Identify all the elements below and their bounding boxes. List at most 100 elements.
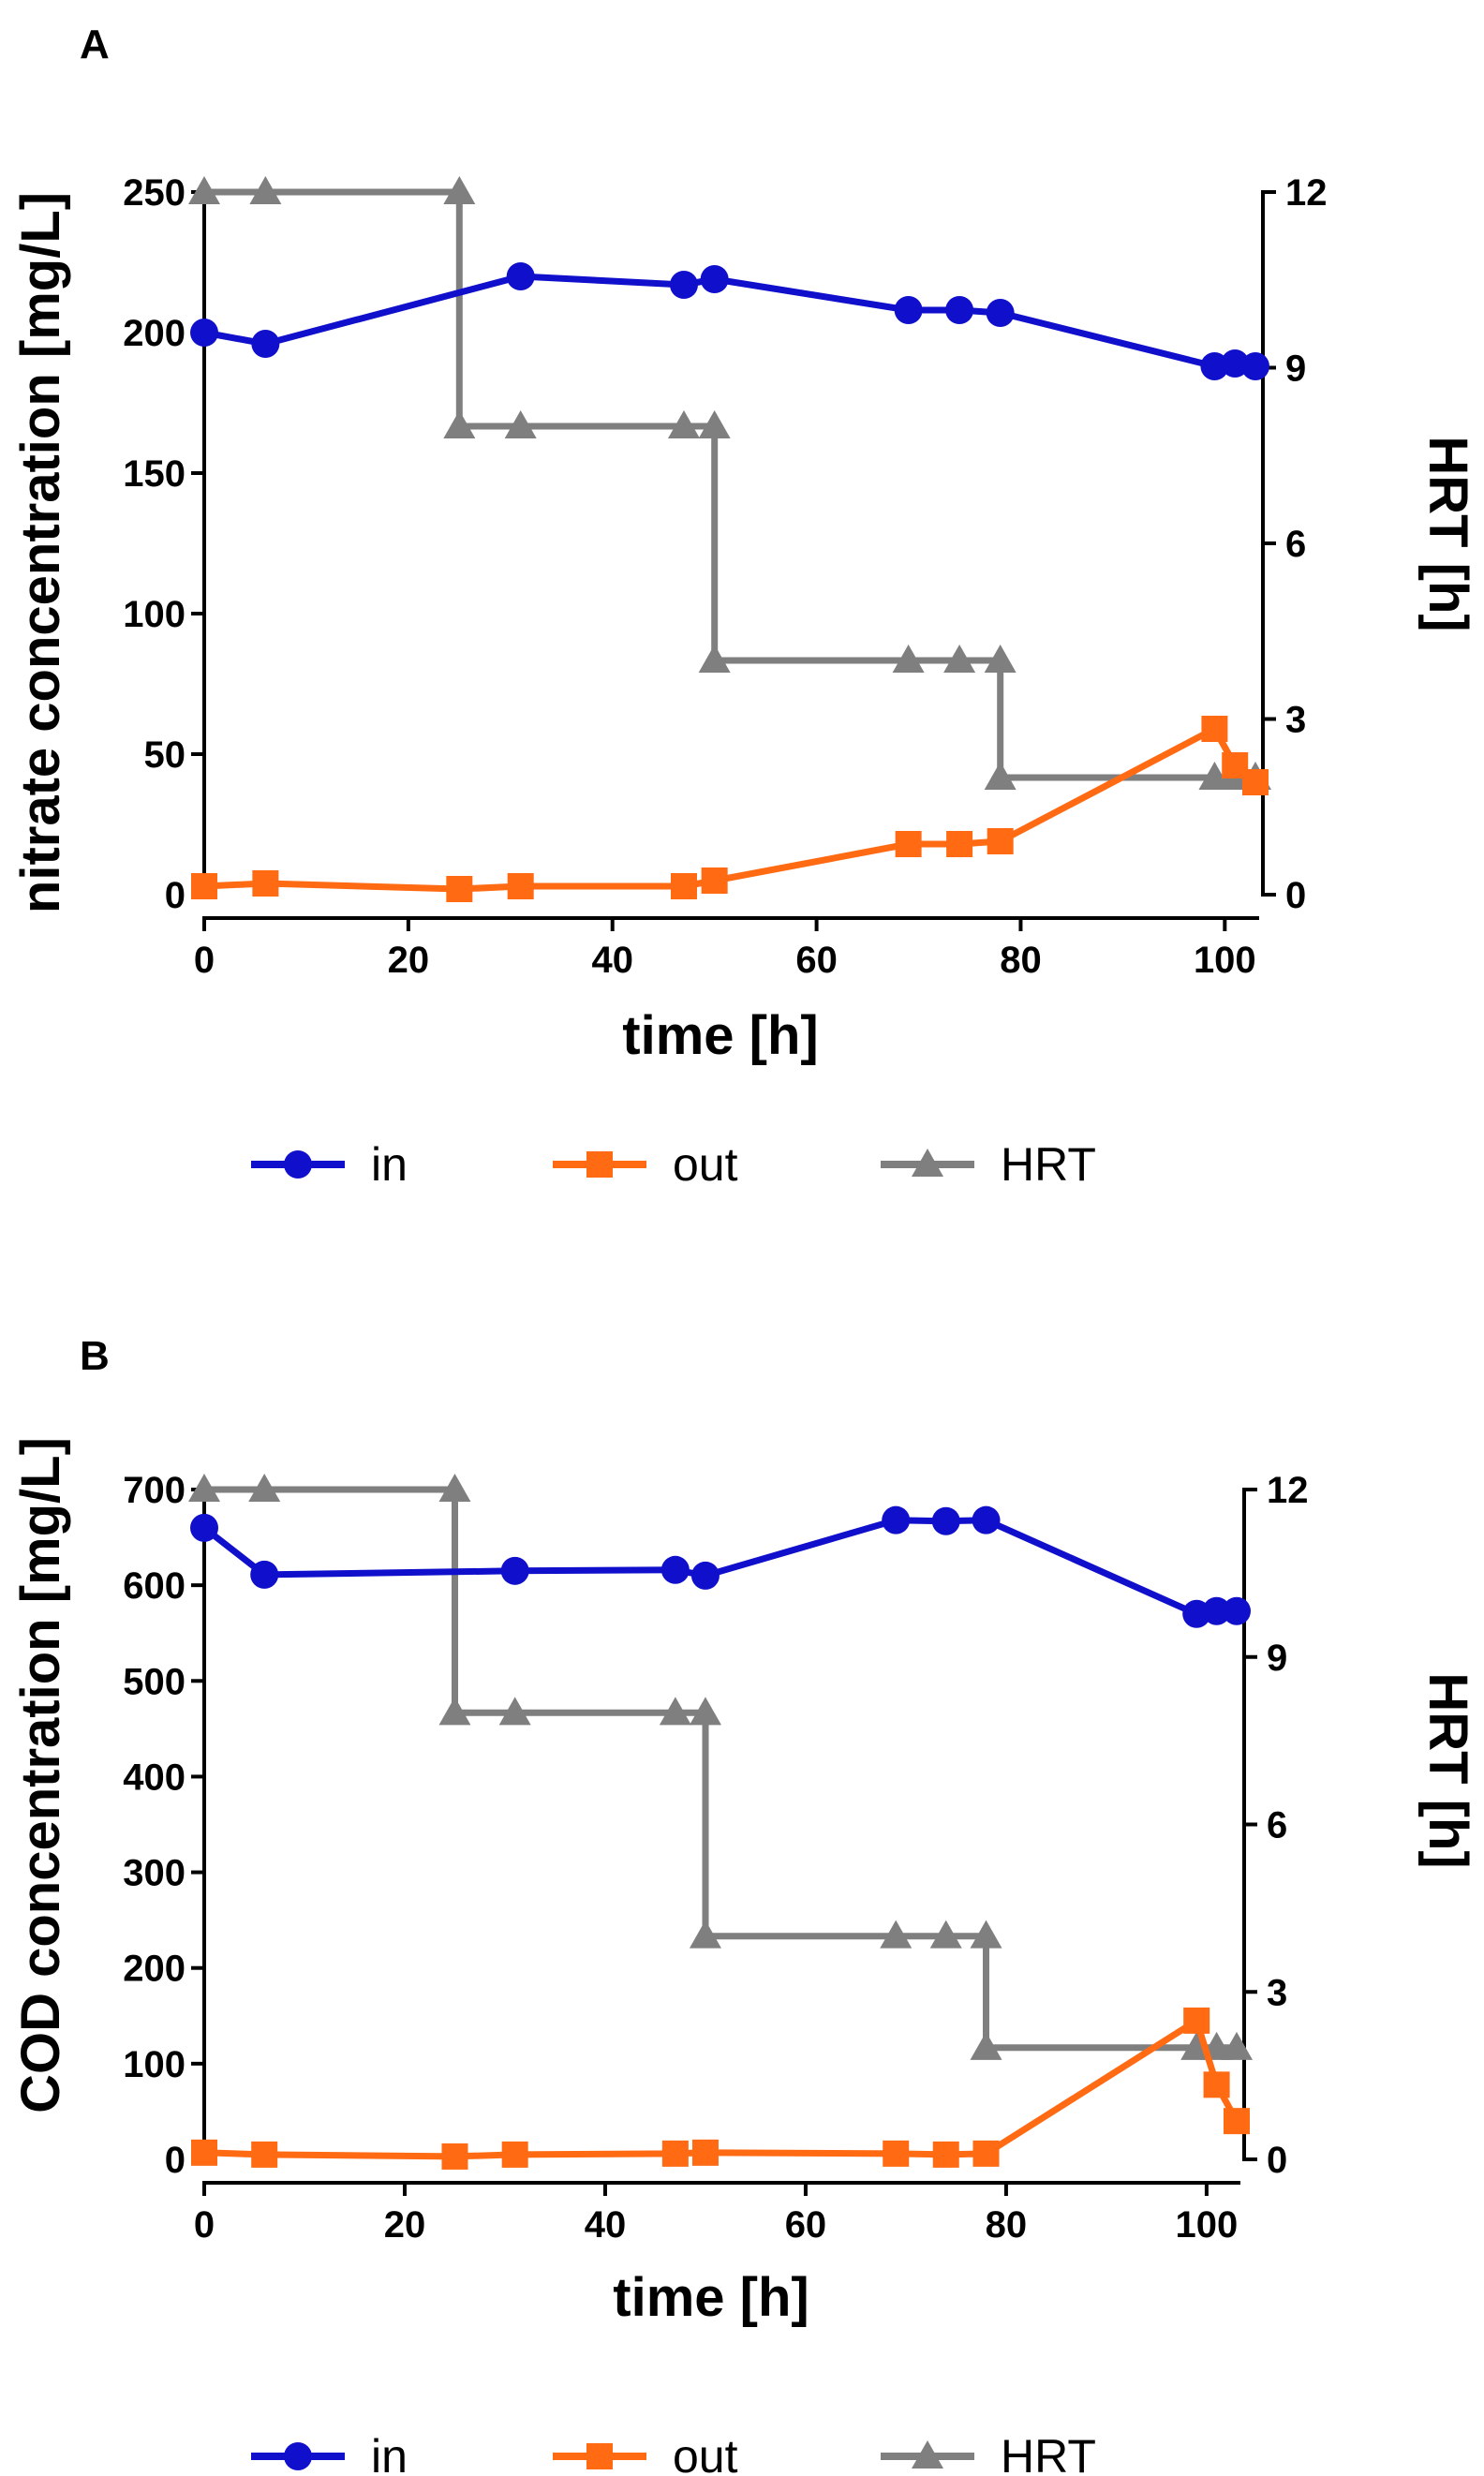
y2-axis-title: HRT [h] [1417, 436, 1478, 631]
legend-marker-in [284, 1150, 312, 1179]
y2-tick-label: 12 [1267, 1470, 1309, 1511]
legend: in out HRT [251, 1138, 1096, 1191]
data-point-hrt [880, 1920, 913, 1949]
data-point-hrt [689, 1920, 721, 1949]
data-point-in [669, 271, 698, 299]
data-point-out [946, 831, 973, 857]
data-point-hrt [188, 176, 220, 204]
panel-letter: A [80, 22, 110, 67]
legend-marker-hrt [912, 1149, 943, 1177]
y2-tick-label: 9 [1285, 348, 1306, 390]
legend-label-out: out [673, 1138, 738, 1191]
y2-tick-label: 6 [1267, 1805, 1287, 1846]
data-point-hrt [248, 1474, 281, 1502]
x-axis-title: time [h] [622, 1005, 818, 1066]
data-point-out [252, 870, 279, 897]
y-tick-label: 300 [123, 1853, 186, 1894]
series-hrt [188, 1474, 1253, 2060]
data-point-in [690, 1561, 720, 1590]
data-point-out [1242, 769, 1269, 795]
legend-label-in: in [371, 2430, 408, 2476]
data-point-hrt [498, 1697, 531, 1726]
data-point-out [691, 2139, 719, 2166]
data-point-out [972, 2140, 1000, 2167]
data-point-hrt [984, 645, 1017, 673]
data-point-out [883, 2140, 910, 2167]
data-point-in [931, 1506, 960, 1535]
data-point-out [932, 2141, 959, 2168]
data-point-out [701, 867, 728, 894]
x-tick-label: 0 [194, 940, 215, 981]
y-tick-label: 100 [123, 2044, 186, 2085]
legend: in out HRT [251, 2430, 1096, 2476]
data-point-hrt [188, 1474, 220, 1502]
data-point-in [972, 1505, 1001, 1535]
x-axis-title: time [h] [613, 2267, 809, 2328]
data-point-in [700, 265, 729, 293]
series-in [190, 1505, 1251, 1628]
series-line-out [203, 2017, 1240, 2160]
data-point-in [945, 296, 974, 324]
y-tick-label: 700 [123, 1470, 186, 1511]
data-point-out [441, 2142, 468, 2170]
data-point-in [1241, 352, 1269, 380]
y-tick-label: 50 [144, 734, 186, 776]
x-tick-label: 60 [795, 940, 838, 981]
y-tick-label: 250 [123, 172, 186, 214]
legend-marker-hrt [912, 2440, 943, 2469]
data-point-hrt [698, 645, 731, 673]
data-point-hrt [443, 410, 476, 438]
data-point-in [190, 319, 218, 347]
series-line-out [203, 725, 1258, 893]
y2-tick-label: 0 [1267, 2140, 1287, 2181]
data-point-out [987, 828, 1014, 854]
data-point-out [1203, 2071, 1230, 2098]
x-tick-label: 60 [785, 2204, 827, 2246]
data-point-in [1223, 1596, 1251, 1625]
x-tick-label: 100 [1176, 2204, 1239, 2246]
data-point-in [251, 330, 280, 358]
y2-tick-label: 6 [1285, 524, 1306, 565]
panel-letter: B [80, 1333, 110, 1379]
data-point-out [191, 873, 217, 899]
y2-axis-title: HRT [h] [1417, 1672, 1478, 1868]
series-line-in [201, 1517, 1237, 1618]
y-axis-title: nitrate concentration [mg/L] [10, 192, 71, 913]
data-point-hrt [438, 1474, 471, 1502]
data-point-in [190, 1513, 218, 1542]
x-tick-label: 20 [388, 940, 430, 981]
data-point-out [1183, 2007, 1210, 2034]
data-point-hrt [667, 410, 700, 438]
data-point-out [507, 873, 534, 899]
x-tick-label: 40 [585, 2204, 627, 2246]
y-axis-title: COD concentration [mg/L] [10, 1437, 71, 2113]
y2-tick-label: 9 [1267, 1638, 1287, 1679]
data-point-in [506, 262, 535, 290]
chart-panel-a: A 0 50 100 150 200 250 0 20 40 60 80 100 0 3 6 9 12 nitrat… [10, 22, 1478, 1191]
y2-tick-label: 3 [1285, 700, 1306, 741]
y-tick-label: 100 [123, 594, 186, 635]
data-point-hrt [504, 410, 537, 438]
y-tick-label: 150 [123, 453, 186, 495]
data-point-hrt [970, 2031, 1002, 2060]
y-tick-label: 500 [123, 1661, 186, 1702]
data-point-hrt [970, 1920, 1002, 1949]
data-point-out [670, 873, 697, 899]
data-point-out [1201, 716, 1228, 742]
data-point-in [660, 1555, 690, 1584]
data-point-out [446, 876, 473, 902]
data-point-hrt [892, 645, 925, 673]
x-tick-label: 40 [591, 940, 633, 981]
series-out [191, 2007, 1250, 2170]
y-tick-label: 200 [123, 313, 186, 354]
y-tick-label: 0 [165, 2140, 186, 2181]
series-line-in [203, 273, 1256, 370]
data-point-hrt [689, 1697, 721, 1726]
data-point-out [191, 2139, 217, 2166]
data-point-hrt [943, 645, 976, 673]
data-point-out [251, 2141, 278, 2168]
y2-tick-label: 12 [1285, 172, 1328, 214]
data-point-in [250, 1560, 279, 1589]
data-point-hrt [443, 176, 476, 204]
